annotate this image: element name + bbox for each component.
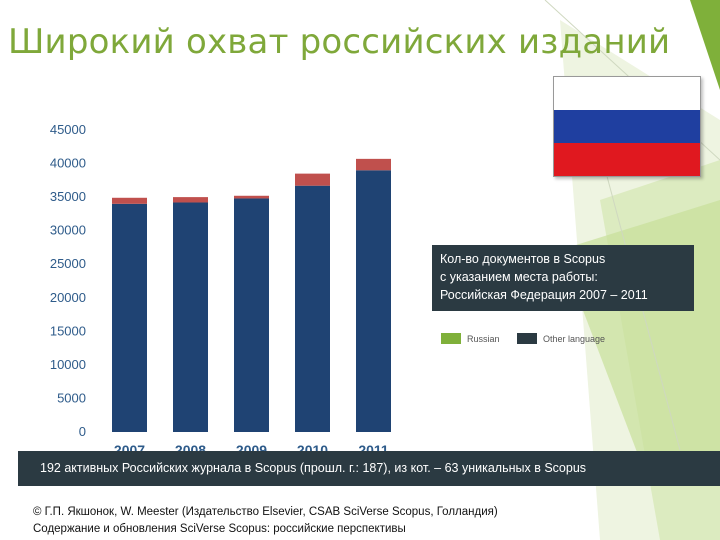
y-tick-label: 10000 <box>50 357 86 372</box>
y-tick-label: 15000 <box>50 323 86 338</box>
credit-text: © Г.П. Якшонок, W. Meester (Издательство… <box>33 504 498 538</box>
y-tick-label: 0 <box>79 424 86 439</box>
bar-2010-series-2 <box>295 173 330 186</box>
flag-stripe-blue <box>554 110 700 143</box>
bar-2007-series-2 <box>112 197 147 204</box>
bar-2009-series-1 <box>234 198 269 432</box>
credit-line-2: Содержание и обновления SciVerse Scopus:… <box>33 523 406 535</box>
legend-swatch-other <box>517 333 537 344</box>
bar-2007-series-1 <box>112 203 147 432</box>
info-line-3: Российская Федерация 2007 – 2011 <box>440 288 648 302</box>
legend-label-other: Other language <box>543 333 606 344</box>
russian-flag-image <box>553 76 701 177</box>
flag-stripe-red <box>554 143 700 176</box>
y-tick-label: 40000 <box>50 156 86 171</box>
bar-2011-series-1 <box>356 170 391 432</box>
y-tick-label: 35000 <box>50 189 86 204</box>
bar-2010-series-1 <box>295 185 330 432</box>
legend-other: Other language <box>517 333 605 344</box>
y-axis: 0 5000 10000 15000 20000 25000 30000 35000 40000… <box>50 122 86 439</box>
journals-summary-bar: 192 активных Российских журнала в Scopus… <box>18 451 720 486</box>
bar-2011-series-2 <box>356 158 391 171</box>
bar-2009-series-2 <box>234 195 269 199</box>
bar-2008-series-1 <box>173 202 208 432</box>
flag-stripe-white <box>554 77 700 110</box>
legend-russian: Russian <box>441 333 500 344</box>
y-tick-label: 45000 <box>50 122 86 137</box>
info-box: Кол-во документов в Scopus с указанием м… <box>432 245 694 311</box>
info-line-2: с указанием места работы: <box>440 270 598 284</box>
bar-2008-series-2 <box>173 197 208 203</box>
y-tick-label: 20000 <box>50 290 86 305</box>
slide-title: Широкий охват российских изданий <box>8 22 671 62</box>
y-tick-label: 5000 <box>57 390 86 405</box>
credit-line-1: © Г.П. Якшонок, W. Meester (Издательство… <box>33 506 498 518</box>
y-tick-label: 30000 <box>50 223 86 238</box>
legend-swatch-russian <box>441 333 461 344</box>
y-tick-label: 25000 <box>50 256 86 271</box>
legend-label-russian: Russian <box>467 333 500 344</box>
bars <box>112 158 391 432</box>
info-line-1: Кол-во документов в Scopus <box>440 252 606 266</box>
bar-chart: 0 5000 10000 15000 20000 25000 30000 35000 40000… <box>50 122 391 455</box>
